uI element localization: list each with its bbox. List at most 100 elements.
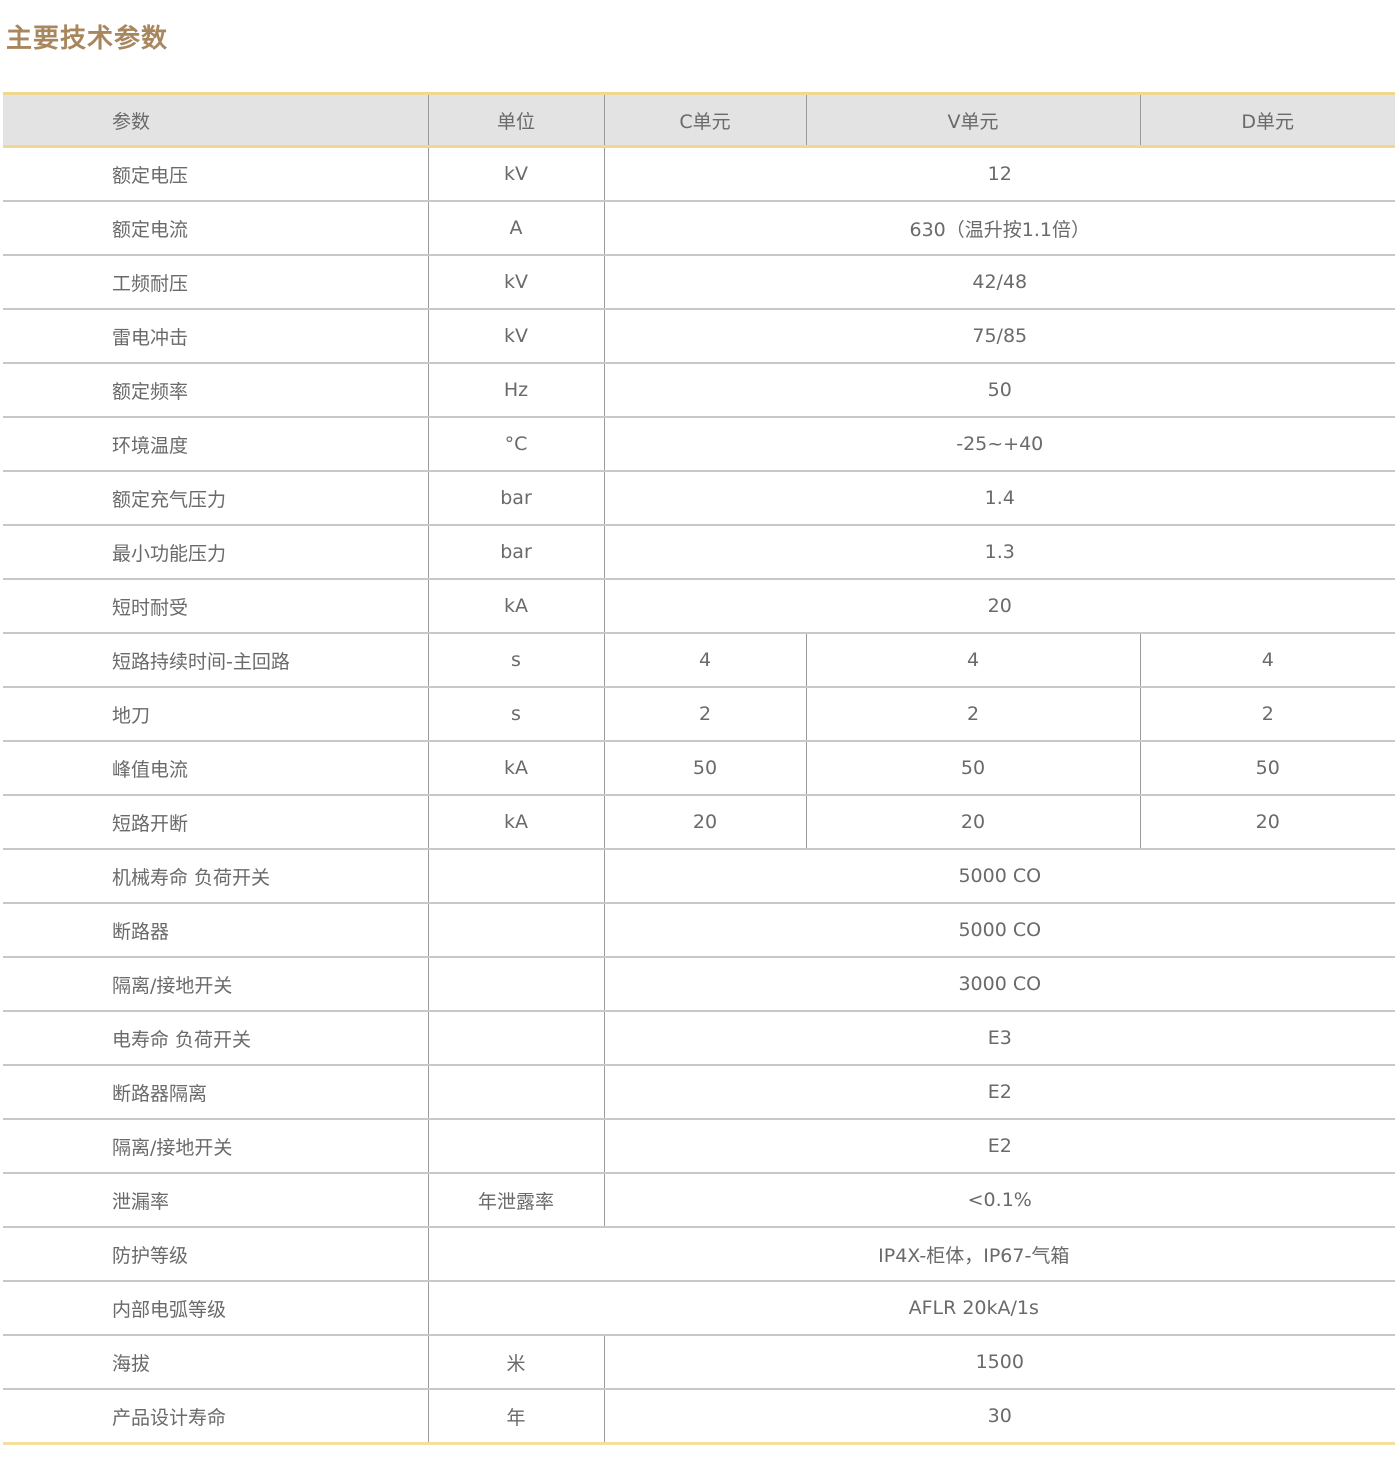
d-unit-cell: 50 xyxy=(1139,741,1395,796)
table-header-row: 参数 单位 C单元 V单元 D单元 xyxy=(3,92,1395,148)
table-row: 额定频率 Hz 50 xyxy=(3,363,1395,418)
table-row: 防护等级 IP4X-柜体，IP67-气箱 xyxy=(3,1227,1395,1282)
value-cell: 20 xyxy=(603,579,1395,634)
param-cell: 最小功能压力 xyxy=(3,525,428,580)
unit-cell xyxy=(427,1011,604,1066)
table-row: 工频耐压 kV 42/48 xyxy=(3,255,1395,310)
table-row: 峰值电流 kA 50 50 50 xyxy=(3,741,1395,796)
unit-cell: 年泄露率 xyxy=(427,1173,604,1228)
table-row: 机械寿命 负荷开关 5000 CO xyxy=(3,849,1395,904)
header-c-unit: C单元 xyxy=(603,92,806,148)
param-cell: 额定电压 xyxy=(3,146,428,202)
d-unit-cell: 20 xyxy=(1139,795,1395,850)
header-param: 参数 xyxy=(3,92,428,148)
unit-cell xyxy=(427,957,604,1012)
param-cell: 工频耐压 xyxy=(3,255,428,310)
v-unit-cell: 20 xyxy=(805,795,1140,850)
unit-cell: °C xyxy=(427,417,604,472)
table-row: 海拔米 1500 xyxy=(3,1335,1395,1390)
param-cell: 内部电弧等级 xyxy=(3,1281,428,1336)
unit-cell: kV xyxy=(427,255,604,310)
unit-cell xyxy=(427,849,604,904)
v-unit-cell: 50 xyxy=(805,741,1140,796)
table-row: 短路开断 kA 20 20 20 xyxy=(3,795,1395,850)
param-cell: 产品设计寿命 xyxy=(3,1389,428,1445)
table-row: 环境温度 °C -25~+40 xyxy=(3,417,1395,472)
table-row: 额定充气压力 bar 1.4 xyxy=(3,471,1395,526)
unit-cell xyxy=(427,903,604,958)
c-unit-cell: 50 xyxy=(603,741,806,796)
v-unit-cell: 2 xyxy=(805,687,1140,742)
value-cell: 3000 CO xyxy=(603,957,1395,1012)
value-cell: AFLR 20kA/1s xyxy=(427,1281,1395,1336)
unit-cell: s xyxy=(427,633,604,688)
unit-cell: kV xyxy=(427,146,604,202)
table-row: 最小功能压力 bar 1.3 xyxy=(3,525,1395,580)
value-cell: 75/85 xyxy=(603,309,1395,364)
unit-cell: kA xyxy=(427,579,604,634)
table-row: 额定电压 kV 12 xyxy=(3,146,1395,202)
c-unit-cell: 4 xyxy=(603,633,806,688)
table-row: 短路持续时间-主回路 s 4 4 4 xyxy=(3,633,1395,688)
table-row: 地刀 s 2 2 2 xyxy=(3,687,1395,742)
v-unit-cell: 4 xyxy=(805,633,1140,688)
value-cell: 1.3 xyxy=(603,525,1395,580)
value-cell: 30 xyxy=(603,1389,1395,1445)
d-unit-cell: 2 xyxy=(1139,687,1395,742)
param-cell: 雷电冲击 xyxy=(3,309,428,364)
value-cell: 5000 CO xyxy=(603,849,1395,904)
unit-cell: kA xyxy=(427,741,604,796)
param-cell: 机械寿命 负荷开关 xyxy=(3,849,428,904)
page-title: 主要技术参数 xyxy=(6,24,169,54)
param-cell: 海拔 xyxy=(3,1335,428,1390)
header-unit: 单位 xyxy=(427,92,604,148)
spec-table: 参数 单位 C单元 V单元 D单元 额定电压 kV 12 额定电流 A 630（温升按1.… xyxy=(3,92,1395,1445)
unit-cell: bar xyxy=(427,471,604,526)
param-cell: 短路持续时间-主回路 xyxy=(3,633,428,688)
unit-cell: A xyxy=(427,201,604,256)
value-cell: 12 xyxy=(603,146,1395,202)
param-cell: 断路器隔离 xyxy=(3,1065,428,1120)
header-v-unit: V单元 xyxy=(805,92,1140,148)
unit-cell: bar xyxy=(427,525,604,580)
value-cell: 50 xyxy=(603,363,1395,418)
table-row: 隔离/接地开关 3000 CO xyxy=(3,957,1395,1012)
param-cell: 电寿命 负荷开关 xyxy=(3,1011,428,1066)
value-cell: IP4X-柜体，IP67-气箱 xyxy=(427,1227,1395,1282)
value-cell: 1.4 xyxy=(603,471,1395,526)
value-cell: E3 xyxy=(603,1011,1395,1066)
value-cell: -25~+40 xyxy=(603,417,1395,472)
param-cell: 环境温度 xyxy=(3,417,428,472)
c-unit-cell: 20 xyxy=(603,795,806,850)
value-cell: <0.1% xyxy=(603,1173,1395,1228)
unit-cell: Hz xyxy=(427,363,604,418)
unit-cell: 米 xyxy=(427,1335,604,1390)
unit-cell xyxy=(427,1065,604,1120)
unit-cell: kV xyxy=(427,309,604,364)
unit-cell: kA xyxy=(427,795,604,850)
table-row: 断路器隔离 E2 xyxy=(3,1065,1395,1120)
unit-cell: 年 xyxy=(427,1389,604,1445)
table-row: 电寿命 负荷开关 E3 xyxy=(3,1011,1395,1066)
param-cell: 隔离/接地开关 xyxy=(3,1119,428,1174)
param-cell: 防护等级 xyxy=(3,1227,428,1282)
table-row: 短时耐受 kA 20 xyxy=(3,579,1395,634)
table-row: 产品设计寿命年 30 xyxy=(3,1389,1395,1445)
table-row: 隔离/接地开关 E2 xyxy=(3,1119,1395,1174)
value-cell: E2 xyxy=(603,1065,1395,1120)
param-cell: 隔离/接地开关 xyxy=(3,957,428,1012)
table-row: 额定电流 A 630（温升按1.1倍） xyxy=(3,201,1395,256)
value-cell: 1500 xyxy=(603,1335,1395,1390)
value-cell: 42/48 xyxy=(603,255,1395,310)
param-cell: 地刀 xyxy=(3,687,428,742)
value-cell: 5000 CO xyxy=(603,903,1395,958)
param-cell: 额定充气压力 xyxy=(3,471,428,526)
param-cell: 额定频率 xyxy=(3,363,428,418)
table-row: 泄漏率 年泄露率 <0.1% xyxy=(3,1173,1395,1228)
header-d-unit: D单元 xyxy=(1139,92,1395,148)
param-cell: 短路开断 xyxy=(3,795,428,850)
table-row: 内部电弧等级 AFLR 20kA/1s xyxy=(3,1281,1395,1336)
unit-cell: s xyxy=(427,687,604,742)
param-cell: 短时耐受 xyxy=(3,579,428,634)
table-row: 雷电冲击 kV 75/85 xyxy=(3,309,1395,364)
